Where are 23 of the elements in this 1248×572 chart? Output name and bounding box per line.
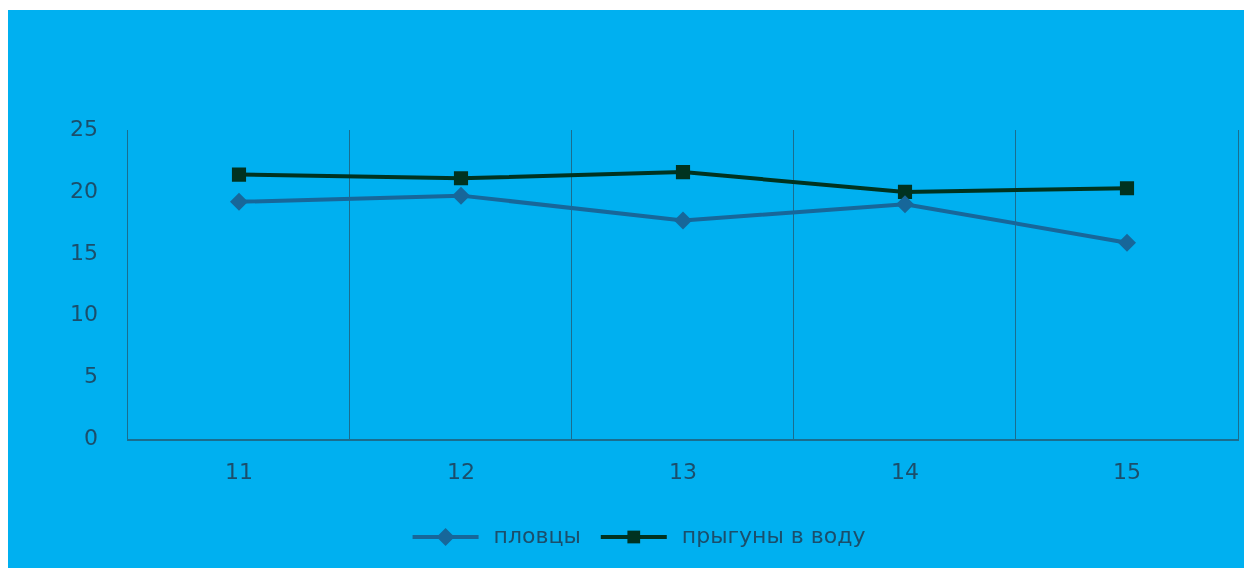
point [231,167,247,182]
x-tick-label: 15 [1113,458,1141,484]
y-tick-label: 15 [69,239,98,265]
x-tick-label: 14 [891,458,919,484]
y-tick-label: 0 [83,425,98,451]
x-tick-label: 12 [447,458,475,484]
legend-label: прыгуны в воду [681,522,866,548]
point [230,192,248,211]
point [453,171,469,186]
y-tick-label: 10 [69,301,98,327]
point [1119,181,1135,196]
y-tick-label: 5 [83,363,98,389]
point [452,186,470,205]
x-tick-label: 11 [224,458,253,484]
y-tick-label: 20 [69,177,98,203]
point [675,165,691,180]
point [1118,233,1136,252]
point [896,195,914,214]
point [897,184,913,199]
legend-label: пловцы [493,522,581,548]
point [674,211,692,230]
y-tick-label: 25 [69,115,98,141]
x-tick-label: 13 [669,458,697,484]
